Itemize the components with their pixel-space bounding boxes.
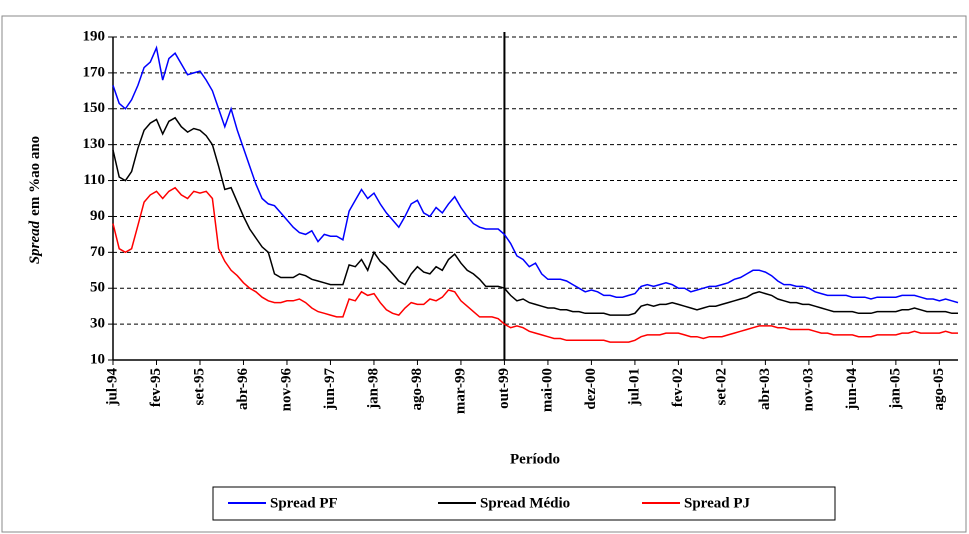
y-tick-label: 10 (90, 351, 105, 367)
x-tick-label: dez-00 (583, 368, 599, 410)
x-tick-label: jun-97 (322, 368, 338, 411)
x-tick-label: abr-96 (235, 368, 251, 410)
y-tick-label: 90 (90, 208, 105, 224)
legend-box (212, 486, 836, 521)
series-line (112, 186, 958, 343)
x-tick-label: out-99 (496, 368, 512, 409)
x-tick-label: set-02 (713, 368, 729, 406)
x-tick-label: jan-05 (887, 368, 903, 410)
x-tick-label: fev-95 (148, 368, 164, 407)
frame (1, 15, 967, 533)
y-tick-label: 170 (83, 64, 106, 80)
y-tick-label: 190 (83, 28, 106, 44)
x-tick-label: jun-04 (844, 368, 860, 411)
series-line (112, 116, 958, 316)
y-tick-label: 50 (90, 280, 105, 296)
legend-label: Spread PF (270, 495, 338, 511)
y-tick-label: 110 (83, 172, 105, 188)
x-tick-label: set-95 (191, 368, 207, 406)
legend-label: Spread Médio (480, 495, 570, 511)
y-tick-label: 130 (83, 136, 106, 152)
y-tick-label: 70 (90, 244, 105, 260)
y-label-italic: Spread (27, 220, 43, 264)
x-tick-label: nov-03 (800, 368, 816, 411)
series-line (112, 45, 959, 304)
x-tick-label: jul-01 (626, 368, 642, 407)
x-tick-label: mai-00 (539, 368, 555, 412)
x-tick-label: nov-96 (278, 368, 294, 412)
x-tick-label: mar-99 (452, 368, 468, 414)
x-tick-label: fev-02 (670, 368, 686, 407)
y-label-rest: em %ao ano (27, 136, 43, 216)
x-tick-label: ago-98 (409, 368, 425, 411)
x-tick-label: jul-94 (104, 368, 120, 407)
x-axis-label: Período (510, 451, 560, 467)
y-axis-label: Spread em %ao ano (27, 136, 43, 264)
x-tick-label: abr-03 (757, 368, 773, 410)
y-tick-label: 150 (83, 100, 106, 116)
y-tick-label: 30 (90, 316, 105, 332)
legend-label: Spread PJ (684, 495, 750, 511)
x-tick-label: ago-05 (931, 368, 947, 411)
x-tick-label: jan-98 (365, 368, 381, 410)
